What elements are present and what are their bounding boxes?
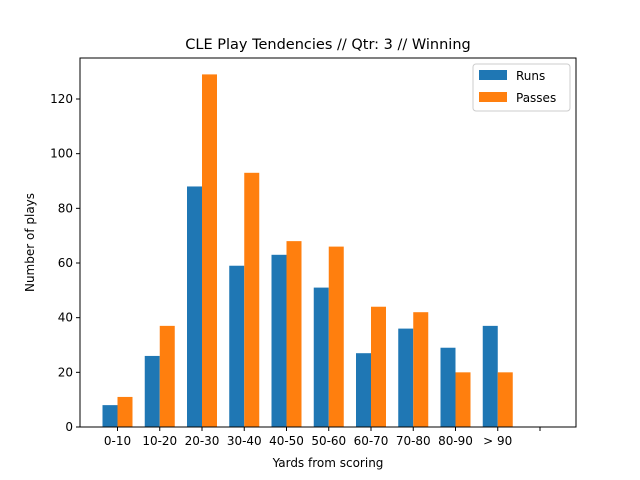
legend-swatch-runs bbox=[479, 70, 507, 80]
x-tick-label: 80-90 bbox=[438, 434, 473, 448]
y-tick-label: 100 bbox=[50, 147, 73, 161]
plot-frame bbox=[79, 57, 577, 428]
y-tick-label: 0 bbox=[65, 420, 73, 434]
bar-passes-0 bbox=[117, 396, 133, 427]
x-tick-label: 40-50 bbox=[269, 434, 304, 448]
bar-runs-3 bbox=[229, 265, 245, 427]
y-axis-label: Number of plays bbox=[23, 193, 37, 292]
y-tick-label: 60 bbox=[58, 256, 73, 270]
chart-title: CLE Play Tendencies // Qtr: 3 // Winning bbox=[185, 37, 470, 53]
bar-passes-8 bbox=[455, 372, 471, 427]
bar-runs-9 bbox=[482, 325, 498, 427]
y-tick-label: 120 bbox=[50, 92, 73, 106]
x-tick-label: > 90 bbox=[483, 434, 512, 448]
bar-passes-1 bbox=[159, 325, 175, 427]
bar-runs-2 bbox=[187, 186, 202, 427]
bar-runs-6 bbox=[356, 353, 371, 427]
y-tick-label: 40 bbox=[58, 311, 73, 325]
bar-runs-1 bbox=[144, 355, 160, 427]
bar-runs-8 bbox=[440, 347, 456, 427]
x-axis-label: Yards from scoring bbox=[272, 456, 384, 470]
bars-group bbox=[102, 74, 513, 428]
legend-swatch-passes bbox=[479, 92, 507, 102]
legend-label-passes: Passes bbox=[516, 91, 556, 105]
bar-passes-7 bbox=[413, 312, 429, 427]
bar-passes-9 bbox=[497, 372, 513, 427]
legend-label-runs: Runs bbox=[516, 69, 545, 83]
bar-runs-7 bbox=[398, 328, 414, 427]
bar-passes-6 bbox=[371, 306, 386, 427]
y-axis: 0 20 40 60 80 100 120 bbox=[50, 92, 80, 434]
bar-passes-3 bbox=[244, 172, 260, 427]
bar-runs-4 bbox=[271, 254, 287, 427]
x-tick-label: 50-60 bbox=[311, 434, 346, 448]
bar-passes-2 bbox=[202, 74, 217, 428]
x-tick-label: 0-10 bbox=[104, 434, 131, 448]
bar-passes-4 bbox=[286, 241, 302, 427]
x-tick-label: 70-80 bbox=[396, 434, 431, 448]
bar-passes-5 bbox=[328, 246, 344, 427]
x-tick-label: 60-70 bbox=[354, 434, 389, 448]
x-tick-label: 10-20 bbox=[142, 434, 177, 448]
y-tick-label: 20 bbox=[58, 365, 73, 379]
x-tick-label: 30-40 bbox=[227, 434, 262, 448]
bar-runs-0 bbox=[102, 405, 118, 427]
x-tick-label: 20-30 bbox=[185, 434, 220, 448]
y-tick-label: 80 bbox=[58, 201, 73, 215]
legend: Runs Passes bbox=[472, 63, 571, 112]
bar-runs-5 bbox=[313, 287, 329, 427]
x-axis: 0-10 10-20 20-30 30-40 40-50 50-60 60-70 70-80 8… bbox=[104, 427, 541, 448]
